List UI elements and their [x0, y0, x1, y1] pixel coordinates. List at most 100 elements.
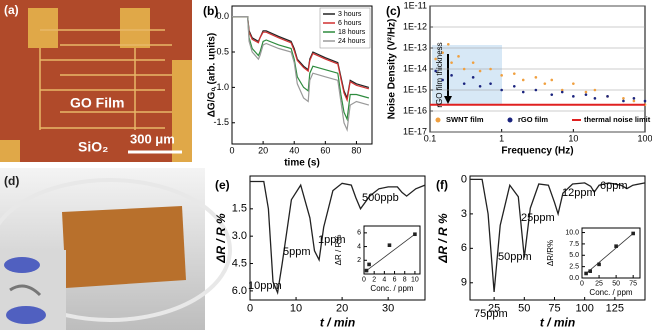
x-axis-label: Conc. / ppm	[370, 284, 413, 293]
x-tick-label: 0	[229, 146, 234, 156]
panel-label: (a)	[4, 3, 19, 17]
legend-label: SWNT film	[446, 115, 484, 124]
plot-frame	[363, 225, 421, 275]
y-tick-label: 0	[461, 173, 467, 185]
data-point	[521, 78, 525, 82]
data-point	[387, 243, 392, 247]
film-label: GO Film	[70, 95, 124, 111]
panel-label: (c)	[386, 4, 401, 18]
x-tick-label: 125	[606, 303, 624, 315]
y-tick-label: 3	[461, 208, 467, 220]
y-tick-label: 4.5	[232, 257, 247, 269]
data-point	[534, 76, 538, 79]
data-line	[232, 16, 370, 103]
x-tick-label: 0	[247, 303, 253, 315]
data-point	[632, 99, 636, 103]
legend-label: thermal noise limit	[584, 115, 651, 124]
data-point	[500, 88, 503, 92]
x-tick-label: 0.1	[424, 134, 437, 144]
data-point	[550, 93, 554, 96]
data-point	[606, 95, 609, 98]
panel-label: (f)	[436, 178, 448, 192]
x-tick-label: 30	[382, 303, 394, 315]
plot-frame	[231, 5, 373, 145]
annotation: 75ppm	[474, 308, 508, 320]
x-tick-label: 50	[612, 280, 620, 287]
data-point	[631, 231, 635, 236]
x-tick-label: 10	[411, 276, 419, 283]
y-tick-label: 2.5	[569, 263, 579, 270]
x-tick-label: 40	[289, 146, 299, 156]
data-point	[560, 88, 564, 92]
data-point	[584, 90, 588, 94]
y-tick-label: 6.0	[232, 285, 247, 297]
annotation: 1ppm	[318, 234, 346, 246]
x-tick-label: 0	[580, 280, 584, 287]
annotation: rGO film thickness	[435, 42, 444, 107]
annotation: 500ppb	[362, 192, 399, 204]
x-tick-label: 75	[629, 280, 637, 287]
y-tick-label: 1E-17	[403, 126, 427, 136]
x-axis-label: Frequency (Hz)	[501, 146, 573, 157]
annotation: 12ppm	[562, 187, 596, 199]
data-point	[462, 82, 466, 85]
data-point	[584, 93, 588, 96]
x-tick-label: 100	[637, 134, 652, 144]
x-tick-label: 80	[351, 146, 361, 156]
fit-line	[585, 233, 634, 274]
y-tick-label: 1E-13	[403, 42, 427, 52]
y-tick-label: 5.0	[569, 252, 579, 259]
data-point	[446, 43, 450, 46]
y-tick-label: 0.0	[216, 11, 229, 21]
y-tick-label: -1.0	[213, 82, 229, 92]
legend-label: 18 hours	[338, 29, 366, 36]
annotation: 50ppm	[498, 251, 532, 263]
data-point	[543, 82, 547, 85]
y-tick-label: -1.5	[213, 117, 229, 127]
data-line	[470, 178, 646, 293]
fit-line	[366, 233, 416, 271]
y-tick-label: 1E-12	[403, 21, 427, 31]
data-point	[512, 72, 516, 75]
shaded-region	[432, 45, 502, 105]
y-tick-label: 10.0	[565, 229, 579, 236]
data-point	[534, 88, 538, 92]
y-tick-label: 7.5	[569, 241, 579, 248]
legend-label: 3 hours	[338, 11, 362, 18]
x-tick-label: 100	[575, 303, 593, 315]
y-tick-label: 9	[461, 277, 467, 289]
data-point	[441, 51, 444, 54]
data-point	[478, 85, 482, 88]
y-axis-label: ΔR / R %	[214, 213, 228, 264]
y-tick-label: 4	[357, 243, 361, 250]
x-tick-label: 25	[595, 280, 603, 287]
panel-label: (b)	[203, 4, 218, 18]
panel-label: (e)	[215, 178, 230, 192]
y-axis-label: ΔG/G₀ (arb. units)	[207, 33, 218, 117]
y-tick-label: 1.5	[232, 203, 247, 215]
x-tick-label: 2	[372, 276, 376, 283]
annotation: 10ppm	[248, 280, 282, 292]
y-axis-label: Noise Density (V²/Hz)	[387, 19, 398, 120]
data-point	[560, 90, 564, 94]
y-tick-label: 1E-16	[403, 105, 427, 115]
data-point	[450, 61, 453, 64]
data-point	[521, 90, 525, 94]
y-tick-label: 1E-15	[403, 84, 427, 94]
data-point	[471, 76, 475, 79]
data-point	[593, 97, 597, 100]
x-tick-label: 4	[382, 276, 386, 283]
data-point	[367, 262, 371, 267]
data-point	[434, 69, 437, 73]
photo	[0, 168, 232, 330]
y-tick-label: 6	[461, 242, 467, 254]
data-point	[550, 78, 554, 82]
data-point	[614, 244, 618, 248]
scale-bar-label: 300 μm	[130, 131, 175, 146]
x-tick-label: 10	[290, 303, 302, 315]
x-tick-label: 75	[548, 303, 560, 315]
data-point	[572, 95, 575, 98]
data-point	[500, 74, 503, 77]
data-point	[450, 74, 453, 77]
